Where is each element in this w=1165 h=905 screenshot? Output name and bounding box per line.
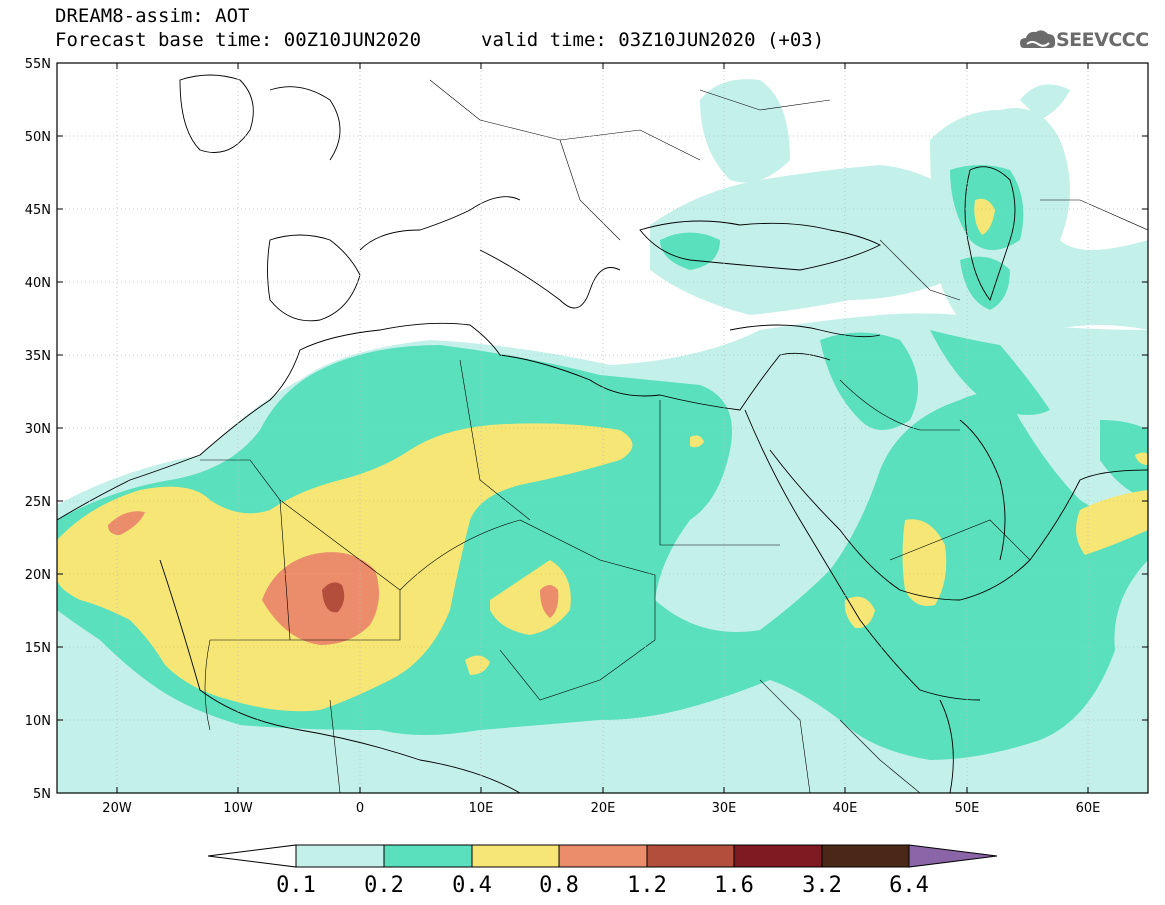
colorbar-label: 1.6 <box>714 873 754 898</box>
grid-lines <box>57 63 1148 793</box>
lat-label: 30N <box>25 422 51 437</box>
longitude-labels: 20W 10W 0 10E 20E 30E 40E 50E 60E <box>102 801 1100 816</box>
lon-label: 20W <box>102 801 132 816</box>
colorbar-label: 1.2 <box>627 873 667 898</box>
lat-label: 45N <box>25 203 51 218</box>
cloud-logo-icon <box>1020 30 1056 48</box>
colorbar-swatch <box>558 844 648 868</box>
tick-marks <box>57 62 1148 793</box>
chart-title: DREAM8-assim: AOT <box>55 5 250 27</box>
lon-label: 10E <box>469 801 494 816</box>
colorbar-swatch <box>471 844 560 868</box>
valid-time: valid time: 03Z10JUN2020 (+03) <box>481 29 825 51</box>
colorbar-swatch <box>821 844 910 868</box>
lat-label: 15N <box>25 641 51 656</box>
colorbar: 0.1 0.2 0.4 0.8 1.2 1.6 3.2 6.4 <box>207 844 998 898</box>
colorbar-swatch <box>646 844 735 868</box>
aot-contours <box>57 63 1148 793</box>
lat-label: 25N <box>25 495 51 510</box>
lat-label: 10N <box>25 714 51 729</box>
colorbar-swatch <box>383 844 473 868</box>
colorbar-under-arrow <box>207 844 297 868</box>
aot-level-1.2 <box>322 582 345 613</box>
lat-label: 50N <box>25 130 51 145</box>
colorbar-over-arrow <box>908 844 998 868</box>
lat-label: 5N <box>33 787 51 802</box>
latitude-labels: 55N 50N 45N 40N 35N 30N 25N 20N 15N 10N … <box>25 57 51 802</box>
logo-text: SEEVCCC <box>1056 29 1149 51</box>
lon-label: 10W <box>223 801 253 816</box>
colorbar-label: 0.8 <box>539 873 579 898</box>
lon-label: 60E <box>1076 801 1101 816</box>
lon-label: 0 <box>356 801 364 816</box>
lon-label: 20E <box>591 801 616 816</box>
aot-level-0.8 <box>108 511 559 645</box>
colorbar-swatch <box>295 844 385 868</box>
lon-label: 50E <box>955 801 980 816</box>
lat-label: 20N <box>25 568 51 583</box>
lat-label: 35N <box>25 349 51 364</box>
colorbar-swatch <box>733 844 823 868</box>
colorbar-label: 3.2 <box>802 873 842 898</box>
country-borders <box>200 79 1148 793</box>
colorbar-label: 6.4 <box>889 873 929 898</box>
lon-label: 30E <box>712 801 737 816</box>
coastlines <box>57 74 1148 793</box>
lat-label: 55N <box>25 57 51 72</box>
lat-label: 40N <box>25 276 51 291</box>
forecast-base-time: Forecast base time: 00Z10JUN2020 <box>55 29 422 51</box>
colorbar-label: 0.2 <box>364 873 404 898</box>
colorbar-label: 0.1 <box>276 873 316 898</box>
colorbar-label: 0.4 <box>452 873 492 898</box>
lon-label: 40E <box>833 801 858 816</box>
